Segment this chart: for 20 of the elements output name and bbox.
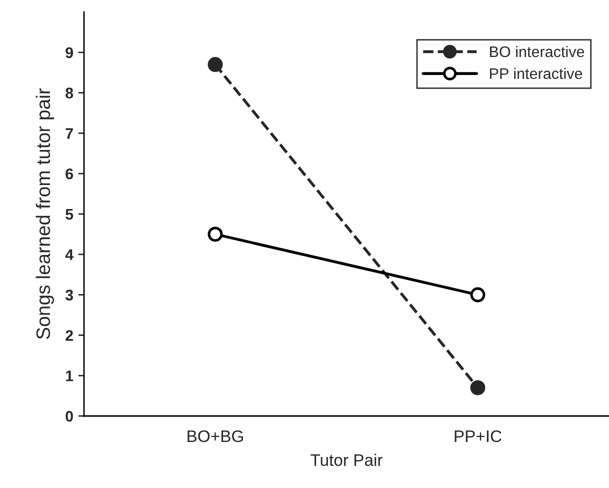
legend-label: PP interactive xyxy=(490,68,582,80)
point xyxy=(208,226,223,242)
x-axis-title: Tutor Pair xyxy=(310,454,382,466)
point xyxy=(208,57,223,72)
y-tick-label: 0 xyxy=(66,410,73,422)
y-tick-label: 4 xyxy=(65,249,74,260)
y-tick-label: 6 xyxy=(66,168,74,180)
legend-label: BO interactive xyxy=(490,46,584,58)
y-tick-label: 3 xyxy=(65,290,74,301)
y-tick-label: 8 xyxy=(66,88,74,98)
x-tick-label: PP+IC xyxy=(454,430,502,442)
y-tick-label: 9 xyxy=(66,47,74,58)
y-tick-label: 2 xyxy=(66,330,73,341)
point xyxy=(470,287,486,302)
point xyxy=(470,380,486,396)
x-tick-label: BO+BG xyxy=(188,430,243,442)
y-tick-label: 5 xyxy=(66,209,74,220)
y-tick-label: 1 xyxy=(66,370,74,382)
y-axis-title: Songs learned from tutor pair xyxy=(36,88,54,340)
y-tick-label: 7 xyxy=(66,128,73,139)
